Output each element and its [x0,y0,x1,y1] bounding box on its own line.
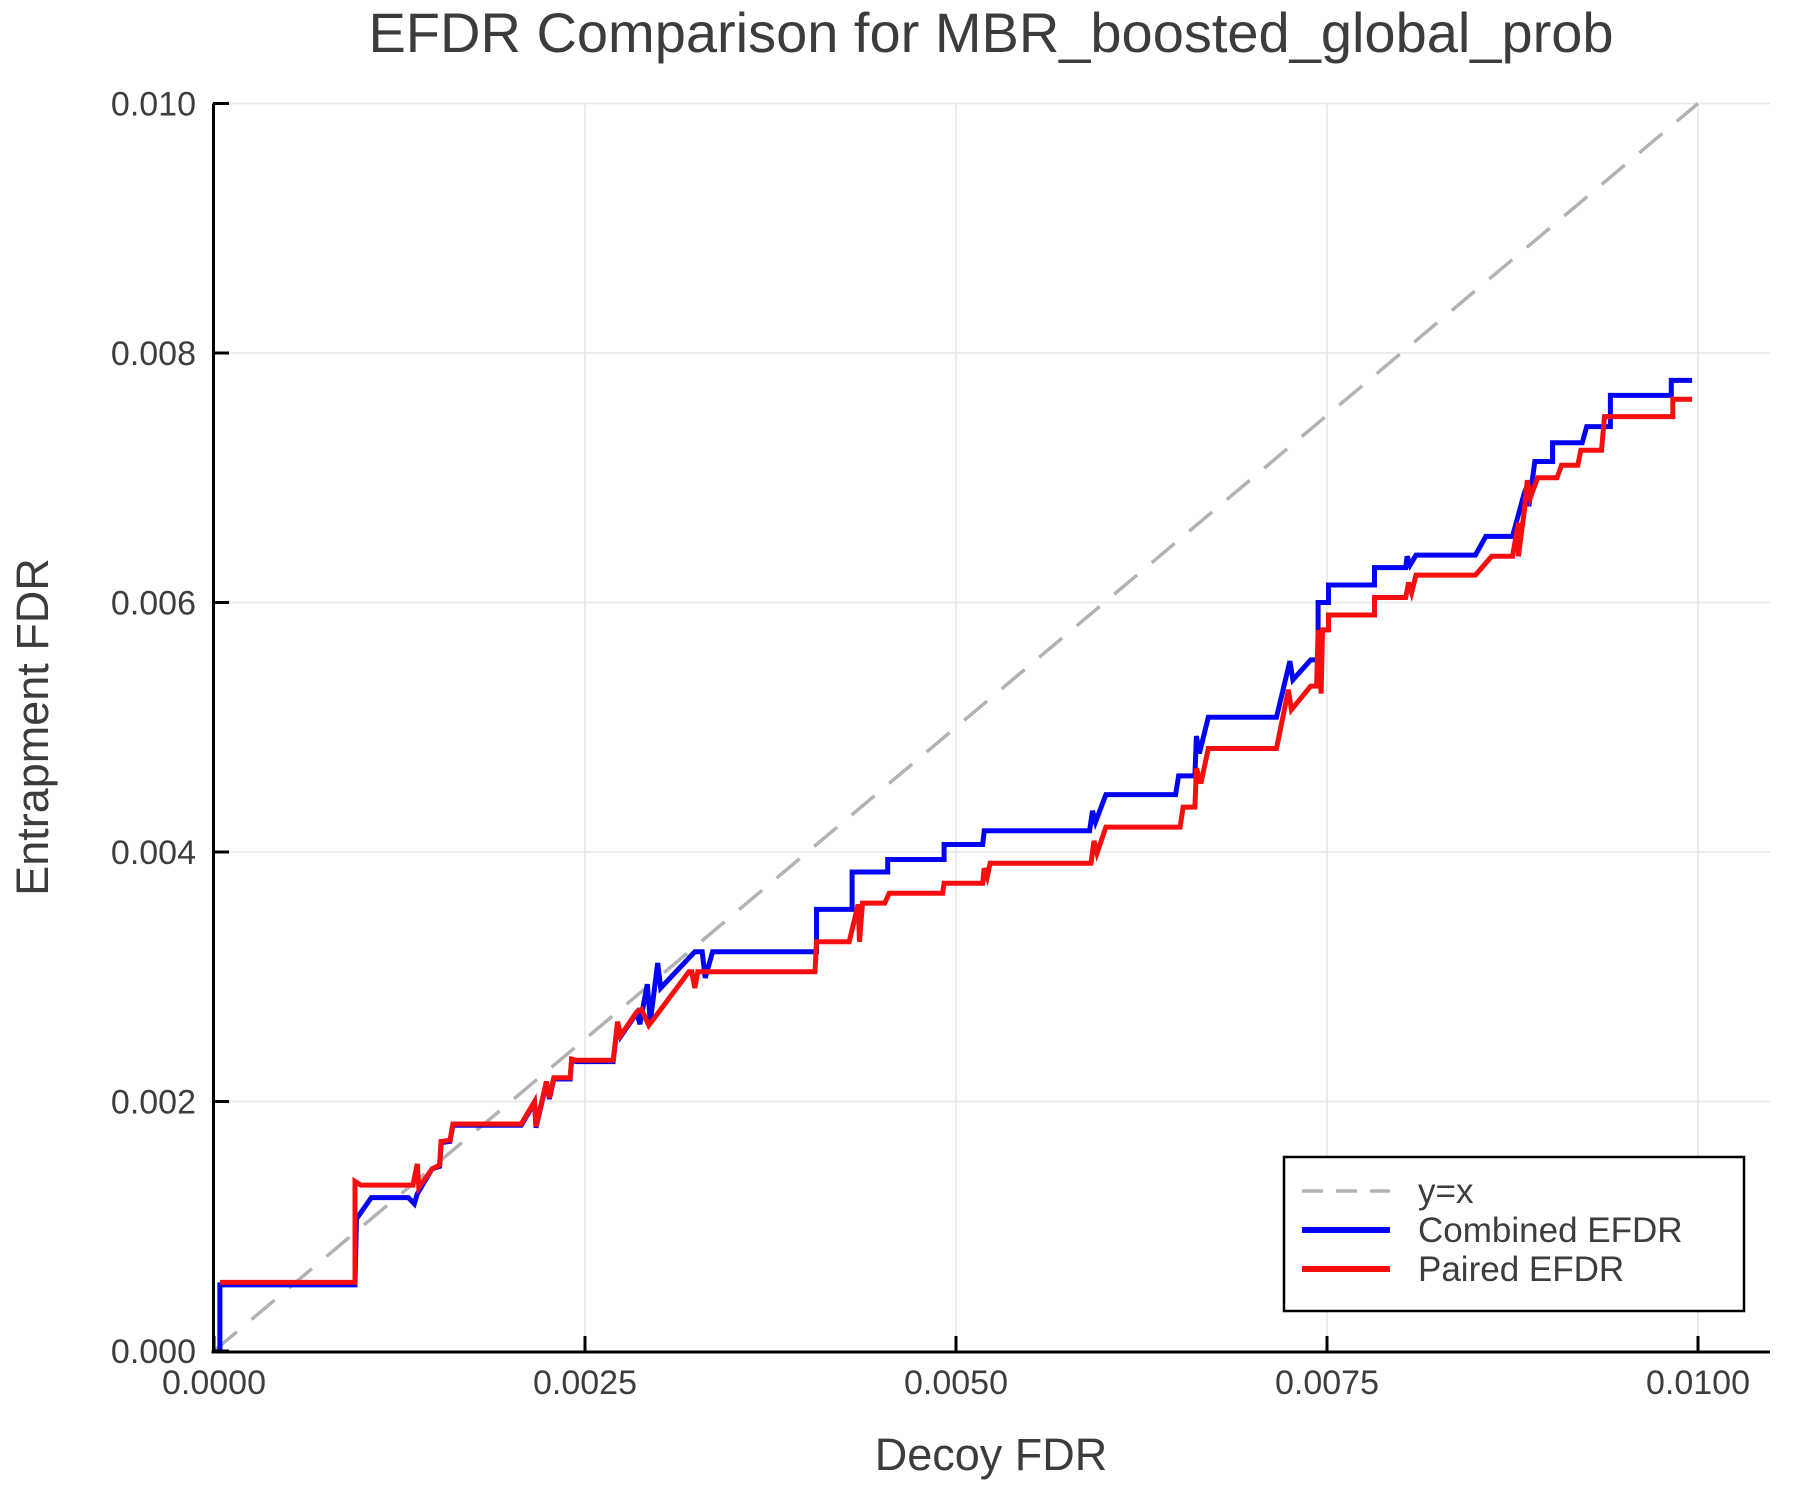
legend-label: Combined EFDR [1418,1211,1683,1250]
series-layer [212,102,1700,1353]
grid-layer [213,102,1770,1352]
y-tick-label: 0.002 [111,1084,196,1122]
y-axis-label: Entrapment FDR [7,558,58,896]
identity-line [212,102,1700,1353]
x-tick-label: 0.0050 [904,1364,1008,1402]
y-tick-label: 0.008 [111,335,196,373]
y-tick-label: 0.006 [111,585,196,623]
x-tick-label: 0.0025 [533,1364,637,1402]
x-axis-label: Decoy FDR [875,1429,1108,1480]
x-tick-label: 0.0000 [162,1364,266,1402]
legend-box [1282,1155,1746,1313]
chart-title: EFDR Comparison for MBR_boosted_global_p… [368,1,1613,64]
axis-spines [211,103,1770,1354]
tick-layer: 0.0000 0.0025 0.0050 0.0075 0.0100 0.000 0.002… [111,86,1750,1403]
x-tick-label: 0.0100 [1646,1364,1750,1402]
paired-efdr-line [219,396,1693,1285]
y-tick-label: 0.000 [111,1333,196,1371]
legend-label: y=x [1418,1172,1474,1211]
y-tick-label: 0.004 [111,834,196,872]
y-tick-label: 0.010 [111,86,196,124]
x-tick-label: 0.0075 [1275,1364,1379,1402]
legend-label: Paired EFDR [1418,1250,1624,1289]
